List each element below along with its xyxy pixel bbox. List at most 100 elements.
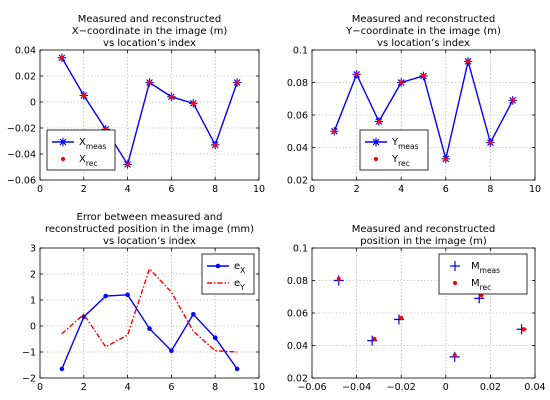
chart-4: −0.06 −0.04 −0.02 0 0.02 0.04 0.02 0.04 0.06 0.08… (287, 224, 546, 393)
data-point (235, 80, 240, 85)
x-tick-label: 4 (125, 382, 131, 393)
data-point (81, 314, 87, 320)
data-point (376, 119, 381, 124)
legend-marker (452, 280, 458, 286)
y-tick-label: 0.06 (287, 309, 308, 320)
x-tick-label: 8 (212, 382, 218, 393)
x-tick-label: 6 (168, 184, 174, 195)
x-tick-label: −0.06 (297, 382, 326, 393)
y-tick-label: 0.08 (287, 276, 308, 287)
y-tick-label: −0.02 (7, 124, 36, 135)
x-tick-label: −0.04 (342, 382, 371, 393)
legend-label-subscript: rec (398, 159, 410, 168)
data-point (81, 93, 86, 98)
data-point (443, 156, 448, 161)
chart-title-line: X−coordinate in the image (m) (72, 26, 228, 37)
data-point (103, 293, 108, 299)
legend-label-subscript: rec (480, 283, 492, 292)
data-point (521, 327, 526, 332)
data-point (452, 353, 457, 358)
chart-title-line: position in the image (m) (360, 236, 487, 247)
data-point (488, 140, 493, 145)
legend-marker (58, 137, 68, 147)
legend-box (438, 253, 528, 295)
data-point (421, 73, 426, 79)
legend-marker (371, 137, 381, 147)
chart-title-line: Measured and reconstructed (78, 14, 222, 25)
data-point (466, 59, 471, 64)
y-tick-label: 0.1 (293, 46, 308, 57)
data-point (213, 142, 218, 147)
x-tick-label: 4 (398, 184, 404, 195)
x-tick-label: 10 (253, 184, 265, 195)
y-tick-label: 0.04 (15, 46, 36, 57)
x-tick-label: 0 (309, 184, 315, 195)
legend-marker (450, 261, 460, 271)
y-tick-label: 0.04 (287, 143, 308, 154)
series-Y-rec (332, 59, 515, 161)
legend-marker (373, 156, 379, 162)
y-tick-label: 0 (30, 98, 36, 109)
data-point (510, 98, 515, 103)
x-tick-label: 0.04 (524, 382, 545, 393)
x-tick-label: 4 (125, 184, 131, 195)
series-e-X (59, 292, 240, 372)
legend-label-subscript: meas (480, 266, 501, 275)
legend-marker (215, 263, 221, 269)
chart-title-line: Measured and reconstructed (352, 224, 496, 235)
y-tick-label: 2 (30, 270, 36, 281)
x-tick-label: 10 (529, 184, 541, 195)
chart-2: 0 2 4 6 8 10 0.02 0.04 0.06 0.08 0.1 Measured and r… (287, 14, 541, 195)
y-tick-label: 0.02 (287, 374, 308, 385)
legend: eX eY (201, 253, 255, 295)
legend-box (46, 129, 116, 171)
y-tick-label: 0.02 (15, 72, 36, 83)
x-tick-label: 8 (487, 184, 493, 195)
data-point (372, 336, 377, 342)
legend-label-subscript: rec (86, 159, 98, 168)
y-tick-label: 1 (30, 296, 36, 307)
x-tick-label: 0 (37, 184, 43, 195)
y-tick-label: 0.04 (287, 341, 308, 352)
y-tick-label: 0 (30, 322, 36, 333)
y-tick-label: 0.08 (287, 78, 308, 89)
legend-label-subscript: meas (86, 142, 107, 151)
data-point (125, 162, 130, 167)
chart-title-line: reconstructed position in the image (mm) (45, 224, 254, 235)
chart-title-line: Measured and reconstructed (352, 14, 496, 25)
y-tick-label: −0.04 (7, 150, 36, 161)
series-line (61, 267, 238, 353)
legend-label: eX (234, 261, 245, 275)
legend-label-subscript: meas (398, 142, 419, 151)
data-point (191, 101, 196, 106)
data-point (399, 80, 404, 85)
y-tick-label: −1 (22, 348, 36, 359)
data-point (59, 366, 65, 372)
legend-label-subscript: Y (239, 283, 245, 292)
series-e-Y (61, 267, 238, 353)
legend-label: eY (234, 278, 245, 292)
x-tick-label: −0.02 (387, 382, 416, 393)
x-tick-label: 6 (168, 382, 174, 393)
y-tick-label: 3 (30, 244, 36, 255)
x-tick-label: 0 (443, 382, 449, 393)
data-point (336, 276, 341, 281)
data-point (125, 292, 130, 298)
x-tick-label: 10 (253, 382, 265, 393)
y-tick-label: −2 (22, 374, 36, 385)
data-point (234, 366, 240, 372)
data-point (212, 335, 218, 341)
legend-box (201, 253, 255, 295)
data-point (169, 348, 174, 354)
data-point (191, 312, 196, 317)
x-tick-label: 6 (443, 184, 449, 195)
x-tick-label: 2 (354, 184, 360, 195)
data-point (147, 80, 152, 85)
x-tick-label: 0.02 (480, 382, 501, 393)
legend-box (359, 129, 429, 171)
legend-label-subscript: X (240, 266, 245, 275)
